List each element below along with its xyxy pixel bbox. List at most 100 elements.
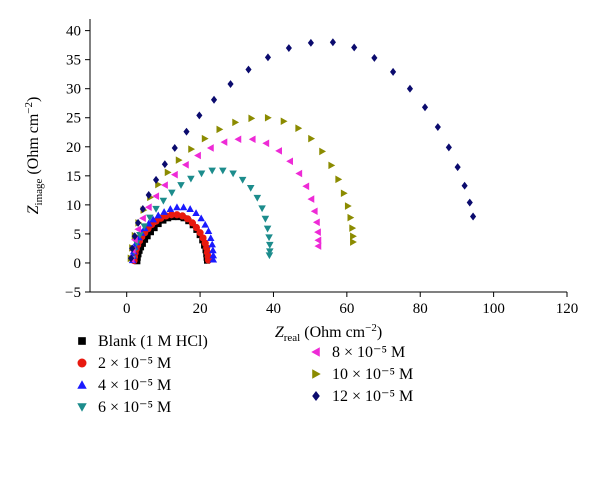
marks-layer <box>127 38 477 265</box>
data-point <box>208 240 216 248</box>
x-axis-title: Zreal (Ohm cm−2) <box>275 322 382 344</box>
data-point <box>181 161 189 169</box>
series-7 <box>128 38 477 263</box>
data-point <box>173 211 181 219</box>
data-point <box>319 147 327 156</box>
data-point <box>152 205 160 213</box>
x-tick-label: 60 <box>339 301 354 317</box>
data-point <box>161 181 168 189</box>
data-point <box>350 232 357 241</box>
data-point <box>164 168 172 177</box>
data-point <box>144 203 152 211</box>
data-point <box>245 65 252 74</box>
data-point <box>139 214 146 223</box>
data-point <box>285 44 292 53</box>
data-point <box>135 218 142 227</box>
y-tick-label: 0 <box>74 256 82 272</box>
data-point <box>470 212 477 221</box>
data-point <box>280 117 288 126</box>
data-point <box>246 185 255 192</box>
data-point <box>145 191 152 199</box>
y-tick-label: 20 <box>66 140 81 156</box>
data-point <box>263 225 272 233</box>
y-tick-label: −5 <box>65 285 81 301</box>
data-point <box>129 244 136 253</box>
data-point <box>170 170 178 179</box>
data-point <box>258 205 266 213</box>
data-point <box>350 238 357 246</box>
legend-marker <box>77 403 87 412</box>
axes-layer <box>85 19 568 297</box>
data-point <box>335 175 343 184</box>
data-point <box>137 244 145 251</box>
data-point <box>347 213 355 222</box>
data-point <box>197 214 205 222</box>
legend-item: 6 × 10⁻⁵ M <box>77 399 171 416</box>
data-point <box>168 189 176 197</box>
data-point <box>160 208 168 215</box>
data-point <box>390 67 397 76</box>
legend-item: 2 × 10⁻⁵ M <box>77 355 171 372</box>
legend-label: 10 × 10⁻⁵ M <box>332 366 413 383</box>
data-point <box>329 38 336 47</box>
data-point <box>265 234 273 242</box>
data-point <box>204 227 213 235</box>
x-tick-label: 40 <box>266 301 281 317</box>
data-point <box>151 225 158 232</box>
data-point <box>340 189 348 198</box>
x-tick-label: 120 <box>556 301 579 317</box>
data-point <box>253 194 262 202</box>
data-point <box>312 218 320 227</box>
x-tick-label: 20 <box>193 301 208 317</box>
data-point <box>152 175 160 184</box>
x-tick-label: 0 <box>123 301 131 317</box>
data-point <box>234 135 242 144</box>
data-point <box>248 114 256 123</box>
legend-label: 4 × 10⁻⁵ M <box>98 377 171 394</box>
data-point <box>179 203 188 211</box>
data-point <box>159 197 168 205</box>
data-point <box>238 176 247 184</box>
data-point <box>134 225 142 234</box>
legend-item: 10 × 10⁻⁵ M <box>312 366 413 383</box>
data-point <box>209 246 217 254</box>
data-point <box>220 138 228 146</box>
data-point <box>177 182 185 189</box>
legend-item: 4 × 10⁻⁵ M <box>77 377 171 394</box>
data-point <box>295 124 303 132</box>
data-point <box>210 95 218 104</box>
legend-marker <box>311 347 320 357</box>
data-point <box>194 151 201 160</box>
data-point <box>171 143 178 152</box>
data-point <box>167 211 176 219</box>
legend-marker <box>78 337 86 345</box>
data-point <box>308 134 316 143</box>
legend-item: Blank (1 M HCl) <box>78 333 208 350</box>
legend-label: 8 × 10⁻⁵ M <box>332 344 405 361</box>
data-point <box>175 156 183 164</box>
data-point <box>314 236 322 245</box>
data-point <box>445 143 452 152</box>
data-point <box>307 38 314 47</box>
data-point <box>406 84 414 93</box>
data-point <box>344 202 352 210</box>
legend-marker <box>312 391 320 401</box>
data-point <box>295 169 303 178</box>
data-point <box>286 157 293 166</box>
data-point <box>310 207 318 216</box>
data-point <box>209 255 218 263</box>
data-point <box>161 160 168 169</box>
legend-marker <box>312 369 321 379</box>
data-point <box>139 240 146 247</box>
data-point <box>152 192 160 200</box>
data-point <box>166 205 175 212</box>
series-4 <box>128 167 274 263</box>
data-point <box>184 215 192 223</box>
data-point <box>261 215 270 223</box>
data-point <box>248 135 256 144</box>
y-tick-label: 25 <box>66 111 81 127</box>
data-point <box>201 134 209 143</box>
data-point <box>155 220 162 228</box>
data-point <box>149 215 157 223</box>
